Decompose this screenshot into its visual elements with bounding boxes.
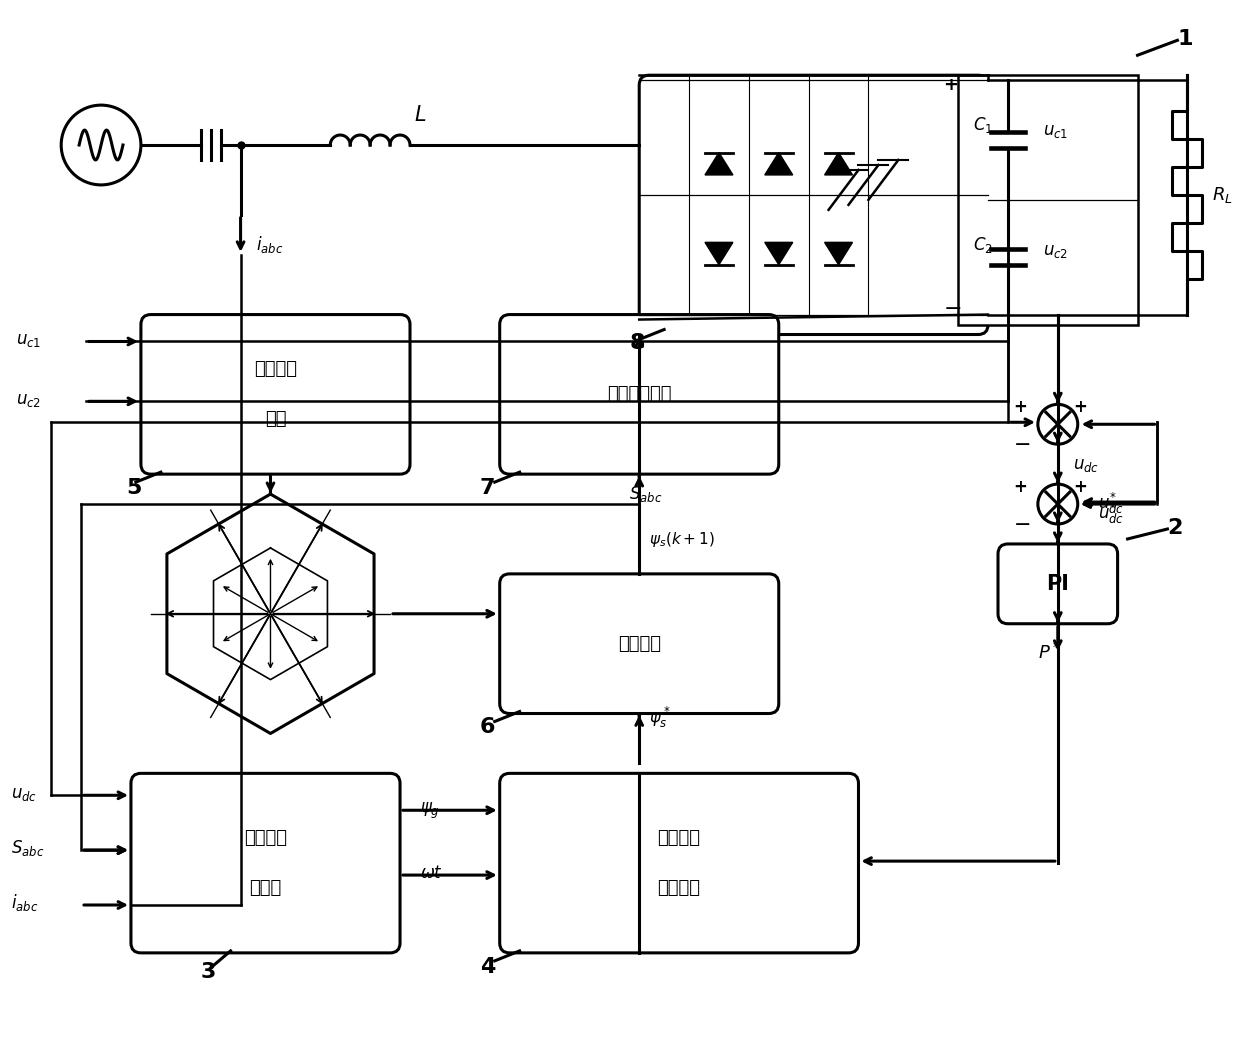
FancyBboxPatch shape [640, 75, 988, 334]
Text: $\psi_g$: $\psi_g$ [420, 801, 440, 821]
Text: 冗余矢量: 冗余矢量 [254, 360, 296, 378]
Text: $P^*$: $P^*$ [1038, 643, 1060, 663]
Polygon shape [706, 153, 733, 175]
FancyBboxPatch shape [500, 314, 779, 474]
Text: $\psi_s(k+1)$: $\psi_s(k+1)$ [650, 530, 715, 549]
FancyBboxPatch shape [998, 544, 1117, 624]
Text: 最优矢量选择: 最优矢量选择 [606, 386, 672, 404]
Text: $u_{c1}$: $u_{c1}$ [16, 331, 42, 350]
Text: $S_{abc}$: $S_{abc}$ [629, 484, 662, 504]
FancyBboxPatch shape [500, 774, 858, 953]
Text: +: + [1013, 479, 1027, 496]
Text: 预判: 预判 [264, 410, 286, 428]
Text: $u_{dc}^{*}$: $u_{dc}^{*}$ [1097, 501, 1123, 526]
Text: 磁链计算: 磁链计算 [657, 879, 701, 897]
Text: 4: 4 [480, 957, 495, 977]
Polygon shape [706, 242, 733, 265]
Text: $C_1$: $C_1$ [973, 115, 993, 135]
Text: +: + [1073, 398, 1086, 416]
Text: $u_{dc}$: $u_{dc}$ [1073, 456, 1099, 474]
Text: $i_{abc}$: $i_{abc}$ [255, 234, 283, 255]
FancyBboxPatch shape [500, 573, 779, 714]
Text: $i_{abc}$: $i_{abc}$ [11, 892, 38, 913]
Text: 5: 5 [126, 479, 141, 499]
Text: $-$: $-$ [1013, 513, 1030, 533]
Text: $S_{abc}$: $S_{abc}$ [11, 838, 45, 858]
Text: $u_{dc}$: $u_{dc}$ [11, 785, 37, 803]
Text: 虚拟磁链: 虚拟磁链 [244, 829, 286, 847]
Text: $u_{dc}^{*}$: $u_{dc}^{*}$ [1097, 491, 1123, 516]
Polygon shape [765, 153, 792, 175]
Text: 6: 6 [480, 718, 495, 738]
Text: 预测模型: 预测模型 [618, 635, 661, 652]
Text: $u_{c2}$: $u_{c2}$ [16, 391, 41, 409]
Text: $C_2$: $C_2$ [973, 235, 993, 255]
Text: +: + [1013, 398, 1027, 416]
Polygon shape [825, 242, 853, 265]
Text: $u_{c1}$: $u_{c1}$ [1043, 122, 1068, 140]
Text: $L$: $L$ [414, 105, 427, 125]
Bar [959, 75, 1137, 325]
Text: $-$: $-$ [1013, 433, 1030, 453]
Text: 2: 2 [1167, 518, 1183, 538]
Text: 线路虚拟: 线路虚拟 [657, 829, 701, 847]
Text: 8: 8 [629, 333, 645, 353]
Text: +: + [944, 76, 959, 94]
Text: 观测器: 观测器 [249, 879, 281, 897]
Text: $\psi_s^*$: $\psi_s^*$ [650, 705, 671, 730]
Text: 3: 3 [201, 962, 216, 982]
Text: PI: PI [1047, 573, 1069, 593]
FancyBboxPatch shape [131, 774, 401, 953]
Polygon shape [765, 242, 792, 265]
Text: $u_{c2}$: $u_{c2}$ [1043, 241, 1068, 259]
Text: 7: 7 [480, 479, 495, 499]
Text: 1: 1 [1178, 30, 1193, 50]
Polygon shape [825, 153, 853, 175]
Text: $-$: $-$ [944, 296, 961, 316]
FancyBboxPatch shape [141, 314, 410, 474]
Text: $\omega t$: $\omega t$ [420, 864, 443, 882]
Text: $R_L$: $R_L$ [1213, 184, 1233, 204]
Text: +: + [1073, 479, 1086, 496]
